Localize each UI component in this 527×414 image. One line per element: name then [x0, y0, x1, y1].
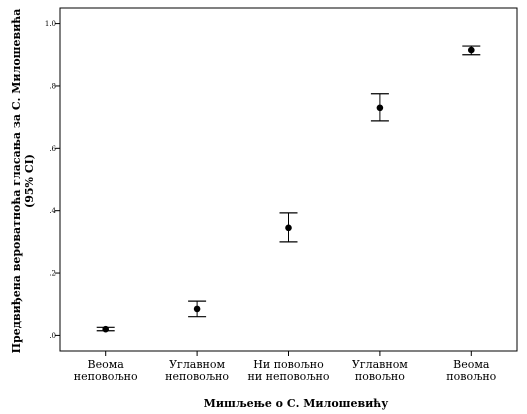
x-category-label: Углавном повољно [352, 358, 408, 383]
data-point [102, 325, 109, 333]
x-axis: Веома неповољно Углавном неповољно Ни повољн… [74, 351, 497, 383]
y-axis: .0 .2 .4 .6 .8 1.0 [45, 20, 60, 340]
data-point [285, 224, 292, 232]
data-point [193, 305, 201, 313]
y-tick-label: .2 [49, 270, 56, 278]
y-tick-label: 1.0 [45, 20, 56, 28]
y-tick-label: .0 [49, 332, 56, 340]
y-tick-label: .8 [49, 82, 56, 90]
x-category-label: Углавном неповољно [165, 358, 229, 383]
x-category-label: Веома неповољно [74, 358, 138, 383]
y-axis-title-line-2: (95% CI) [23, 154, 36, 208]
x-category-label: Веома повољно [446, 358, 496, 383]
x-category-label: Ни повољно ни неповољно [247, 358, 329, 383]
data-point [376, 104, 384, 112]
y-tick-label: .4 [49, 207, 56, 215]
x-axis-title: Мишљење о С. Милошевићу [204, 397, 389, 410]
data-marks [96, 45, 481, 333]
plot-frame [59, 7, 518, 352]
y-axis-title-line-1: Предвиђена вероватноћа гласања за С. Мил… [10, 9, 23, 354]
data-point [468, 46, 475, 54]
plot-area [59, 7, 518, 352]
y-tick-label: .6 [49, 145, 56, 153]
